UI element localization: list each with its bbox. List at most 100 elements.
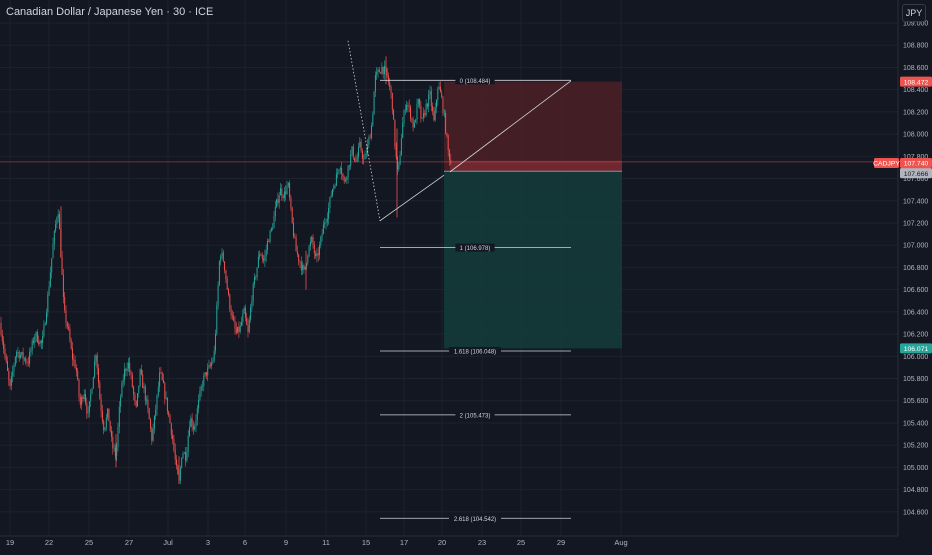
candle[interactable] <box>44 321 46 326</box>
candle[interactable] <box>237 326 239 334</box>
candle[interactable] <box>96 352 98 375</box>
candle[interactable] <box>335 168 337 187</box>
candle[interactable] <box>202 380 203 391</box>
candle[interactable] <box>324 218 326 229</box>
candle[interactable] <box>378 67 380 73</box>
candle[interactable] <box>281 184 283 201</box>
candle[interactable] <box>263 254 265 264</box>
candle[interactable] <box>419 98 421 109</box>
candle[interactable] <box>17 347 19 358</box>
candle[interactable] <box>290 194 292 212</box>
candle[interactable] <box>303 263 305 274</box>
candle[interactable] <box>133 385 135 401</box>
candle[interactable] <box>218 260 220 287</box>
candle[interactable] <box>57 208 59 223</box>
candle[interactable] <box>282 194 284 201</box>
candle[interactable] <box>213 345 215 363</box>
fib-level[interactable]: 2.618 (104.542) <box>380 514 571 523</box>
candle[interactable] <box>62 269 64 304</box>
candle[interactable] <box>118 400 120 434</box>
candle[interactable] <box>342 172 344 181</box>
candle[interactable] <box>187 429 189 458</box>
candle[interactable] <box>242 309 244 326</box>
candle[interactable] <box>98 363 99 388</box>
candle[interactable] <box>66 321 68 330</box>
candle[interactable] <box>278 191 280 209</box>
candle[interactable] <box>112 431 114 455</box>
candle[interactable] <box>364 150 366 160</box>
candle[interactable] <box>234 315 236 335</box>
candle[interactable] <box>135 400 137 409</box>
candle[interactable] <box>372 111 374 127</box>
target-price-marker[interactable]: 106.071 <box>900 343 932 354</box>
candle[interactable] <box>205 372 207 380</box>
candle[interactable] <box>121 380 123 398</box>
candle[interactable] <box>289 180 291 201</box>
candle[interactable] <box>300 256 302 276</box>
candle[interactable] <box>192 420 194 435</box>
candle[interactable] <box>77 368 79 381</box>
dotted-trend-line[interactable] <box>347 40 381 221</box>
candle[interactable] <box>421 117 423 120</box>
candle[interactable] <box>122 374 124 388</box>
candle[interactable] <box>358 142 359 162</box>
candle[interactable] <box>103 419 105 435</box>
candle[interactable] <box>186 446 188 463</box>
candle[interactable] <box>183 451 185 454</box>
candle[interactable] <box>398 161 400 172</box>
candle[interactable] <box>393 108 395 120</box>
candle[interactable] <box>64 291 66 314</box>
candle[interactable] <box>217 281 219 310</box>
candle[interactable] <box>14 355 16 367</box>
candle[interactable] <box>12 365 14 383</box>
candle[interactable] <box>48 280 50 297</box>
candle[interactable] <box>293 217 294 239</box>
candle[interactable] <box>341 161 343 180</box>
candle[interactable] <box>83 389 85 401</box>
candle[interactable] <box>68 322 70 332</box>
candle[interactable] <box>251 295 253 312</box>
candle[interactable] <box>273 211 275 229</box>
candle[interactable] <box>170 422 172 439</box>
candle[interactable] <box>439 81 441 93</box>
candle[interactable] <box>332 188 333 198</box>
candle[interactable] <box>55 219 57 233</box>
candle[interactable] <box>277 192 279 207</box>
candle[interactable] <box>49 266 51 288</box>
candle[interactable] <box>182 451 184 460</box>
candle[interactable] <box>174 443 176 465</box>
candle[interactable] <box>30 346 32 357</box>
candle[interactable] <box>189 420 190 438</box>
candle[interactable] <box>42 330 44 350</box>
candle[interactable] <box>274 200 276 222</box>
candle[interactable] <box>208 359 210 369</box>
candle[interactable] <box>272 223 274 231</box>
candle[interactable] <box>109 420 111 433</box>
candle[interactable] <box>432 102 434 116</box>
candle[interactable] <box>276 198 278 209</box>
candle[interactable] <box>142 370 144 389</box>
candle[interactable] <box>306 262 307 271</box>
candle[interactable] <box>95 353 97 366</box>
candle[interactable] <box>443 108 445 118</box>
candle[interactable] <box>348 164 350 171</box>
candle[interactable] <box>146 395 148 405</box>
candle[interactable] <box>33 336 34 345</box>
candle[interactable] <box>198 394 200 414</box>
candle[interactable] <box>367 138 369 157</box>
candle[interactable] <box>81 394 83 410</box>
candle[interactable] <box>380 71 382 74</box>
candle[interactable] <box>243 305 245 314</box>
candle[interactable] <box>34 333 36 348</box>
candle[interactable] <box>203 372 205 392</box>
candle[interactable] <box>229 293 231 312</box>
candle[interactable] <box>265 244 267 263</box>
candle[interactable] <box>134 392 136 406</box>
candle[interactable] <box>406 100 408 113</box>
candle[interactable] <box>87 406 89 418</box>
candle[interactable] <box>248 315 250 334</box>
candle[interactable] <box>200 384 202 397</box>
candle[interactable] <box>285 185 287 201</box>
